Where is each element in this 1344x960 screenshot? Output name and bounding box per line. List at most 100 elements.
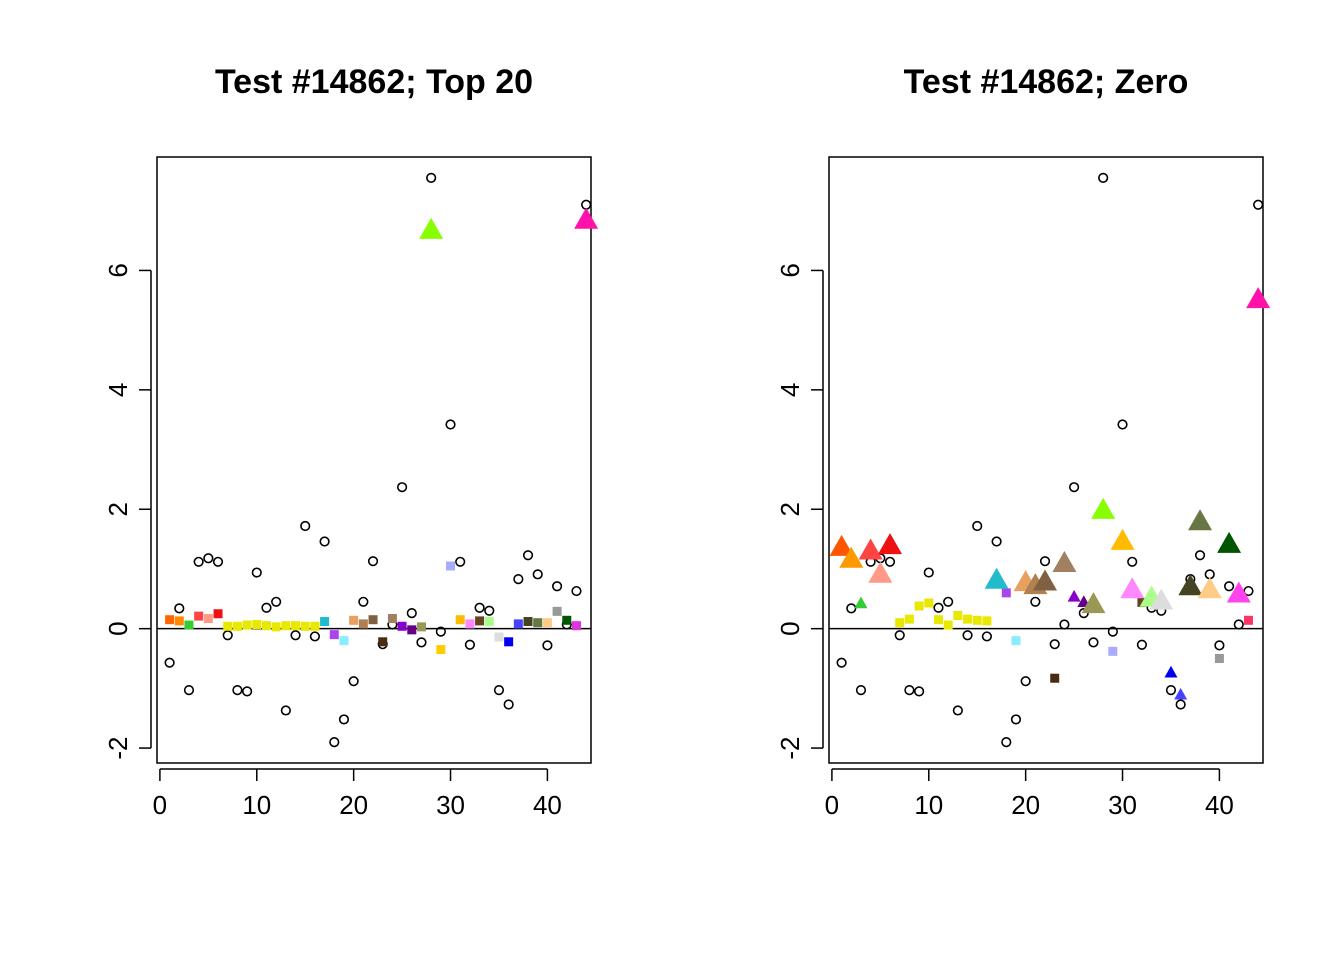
data-point — [348, 676, 359, 687]
data-point — [436, 645, 446, 655]
data-point — [232, 685, 243, 696]
data-point — [241, 686, 253, 697]
data-point — [251, 567, 262, 578]
data-point — [416, 637, 427, 648]
data-point — [338, 714, 350, 725]
data-point — [924, 598, 934, 608]
data-point — [933, 602, 944, 613]
data-point — [445, 419, 456, 430]
data-point — [1214, 640, 1225, 651]
data-point — [407, 625, 417, 635]
data-point — [484, 617, 494, 627]
data-point — [551, 581, 563, 592]
data-point — [984, 567, 1009, 589]
data-point — [982, 616, 992, 626]
data-point — [1108, 646, 1118, 656]
data-point — [416, 622, 426, 632]
data-point — [1246, 287, 1271, 309]
data-point — [474, 602, 485, 613]
data-point — [1120, 577, 1145, 599]
y-tick-label: -2 — [775, 737, 805, 760]
data-point — [419, 217, 444, 239]
data-point — [1088, 637, 1099, 648]
data-point — [1033, 569, 1058, 591]
data-point — [164, 657, 175, 668]
data-point — [1098, 172, 1109, 183]
data-point — [542, 640, 553, 651]
data-point — [475, 616, 485, 626]
data-point — [1091, 497, 1116, 519]
data-point — [522, 550, 534, 561]
y-tick-label: 2 — [103, 502, 133, 516]
data-point — [1164, 665, 1178, 678]
data-point — [1136, 639, 1148, 650]
data-point — [465, 619, 475, 629]
data-point — [1052, 550, 1077, 572]
data-point — [1110, 528, 1135, 550]
data-point — [1107, 626, 1118, 637]
y-tick-label: 2 — [775, 502, 805, 516]
data-point — [1149, 588, 1174, 610]
data-point — [435, 626, 446, 637]
data-point — [223, 621, 233, 631]
data-point — [1081, 592, 1106, 614]
data-point — [1137, 597, 1147, 607]
data-point — [829, 534, 854, 556]
data-point — [963, 614, 973, 624]
y-tick-label: 0 — [775, 621, 805, 635]
x-tick-label: 20 — [1011, 790, 1040, 820]
data-point — [533, 618, 543, 628]
data-point — [203, 614, 213, 624]
data-point — [991, 536, 1002, 547]
data-point — [368, 615, 378, 625]
data-point — [1039, 556, 1051, 567]
data-point — [562, 615, 572, 625]
data-point — [271, 622, 281, 632]
data-point — [952, 705, 963, 716]
data-point — [349, 615, 359, 625]
data-point — [232, 621, 242, 631]
data-point — [319, 536, 330, 547]
data-point — [895, 618, 905, 628]
data-point — [1188, 509, 1213, 531]
data-point — [367, 556, 379, 567]
data-point — [291, 621, 301, 631]
data-points — [829, 172, 1271, 748]
data-point — [426, 172, 437, 183]
data-point — [1194, 550, 1206, 561]
data-point — [923, 567, 934, 578]
data-point — [532, 569, 543, 580]
data-point — [455, 556, 466, 567]
data-point — [1020, 676, 1031, 687]
data-point — [397, 621, 407, 631]
plot-frame — [156, 156, 592, 764]
data-point — [396, 482, 408, 493]
data-point — [854, 596, 868, 609]
data-point — [1253, 199, 1264, 210]
data-point — [242, 620, 252, 630]
data-point — [329, 737, 340, 748]
right-scatter-panel: Test #14862; Zero 0 10 20 30 40 -2 0 2 4 6 — [775, 63, 1271, 820]
x-tick-label: 0 — [825, 790, 839, 820]
data-point — [523, 617, 533, 627]
data-point — [1243, 615, 1253, 625]
data-point — [494, 632, 504, 642]
data-point — [894, 630, 905, 641]
x-tick-label: 10 — [914, 790, 943, 820]
data-point — [1067, 589, 1081, 602]
data-point — [320, 617, 330, 627]
data-point — [552, 606, 562, 616]
data-point — [339, 636, 349, 646]
data-point — [1030, 596, 1041, 607]
data-point — [504, 637, 514, 647]
data-point — [281, 621, 291, 631]
data-point — [836, 657, 847, 668]
data-point — [358, 619, 368, 629]
data-point — [1001, 588, 1011, 598]
x-tick-label: 40 — [1205, 790, 1234, 820]
data-point — [1217, 531, 1242, 553]
chart-title: Test #14862; Top 20 — [215, 63, 533, 101]
data-point — [329, 630, 339, 640]
data-point — [387, 614, 397, 624]
data-point — [358, 596, 369, 607]
